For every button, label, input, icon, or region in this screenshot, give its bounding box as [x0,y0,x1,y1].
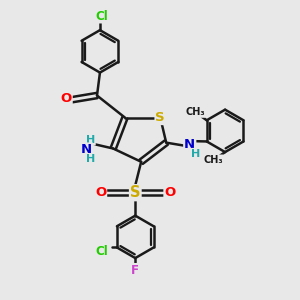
Text: O: O [95,186,106,199]
Text: CH₃: CH₃ [203,155,223,165]
Text: Cl: Cl [95,10,108,22]
Text: H: H [85,135,95,145]
Text: CH₃: CH₃ [185,107,205,117]
Text: S: S [155,111,165,124]
Text: N: N [81,143,92,157]
Text: H: H [85,154,95,164]
Text: O: O [61,92,72,105]
Text: F: F [131,264,139,277]
Text: Cl: Cl [96,245,109,258]
Text: N: N [184,138,195,151]
Text: H: H [191,149,200,159]
Text: S: S [130,185,140,200]
Text: O: O [164,186,175,199]
